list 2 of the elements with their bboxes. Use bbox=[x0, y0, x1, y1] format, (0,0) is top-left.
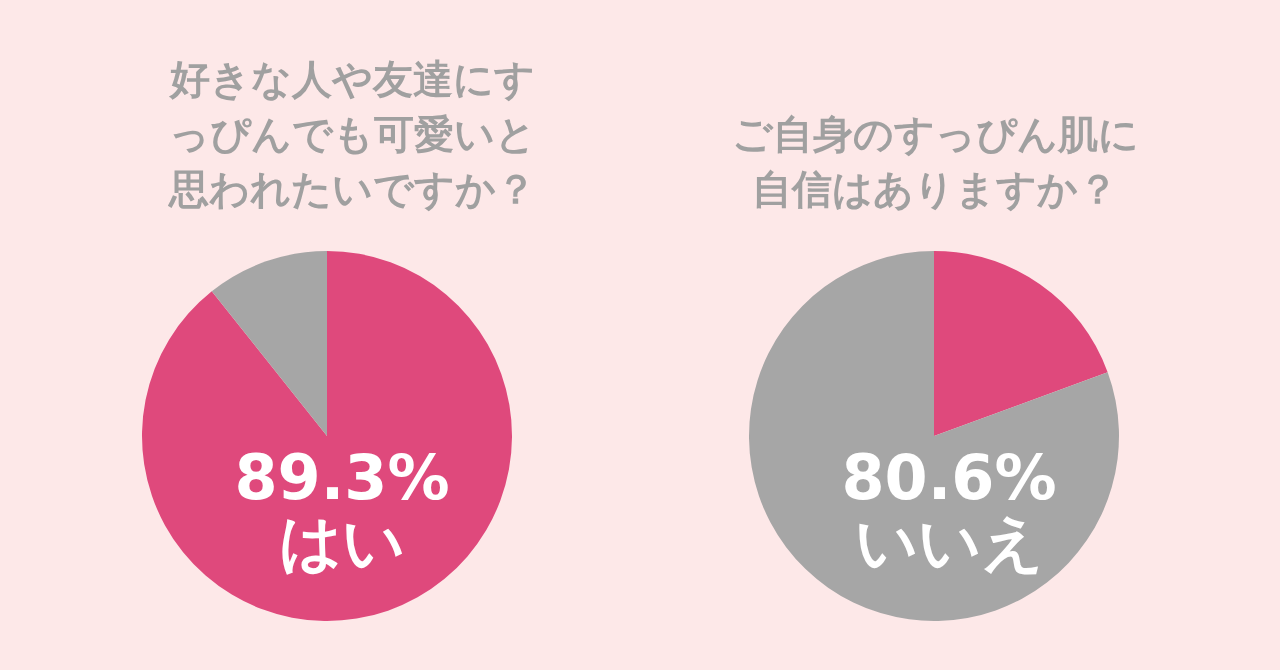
chart-title: 好きな人や友達にすっぴんでも可愛いと思われたいですか？ bbox=[167, 55, 537, 214]
chart-title: ご自身のすっぴん肌に自信はありますか？ bbox=[730, 110, 1140, 214]
